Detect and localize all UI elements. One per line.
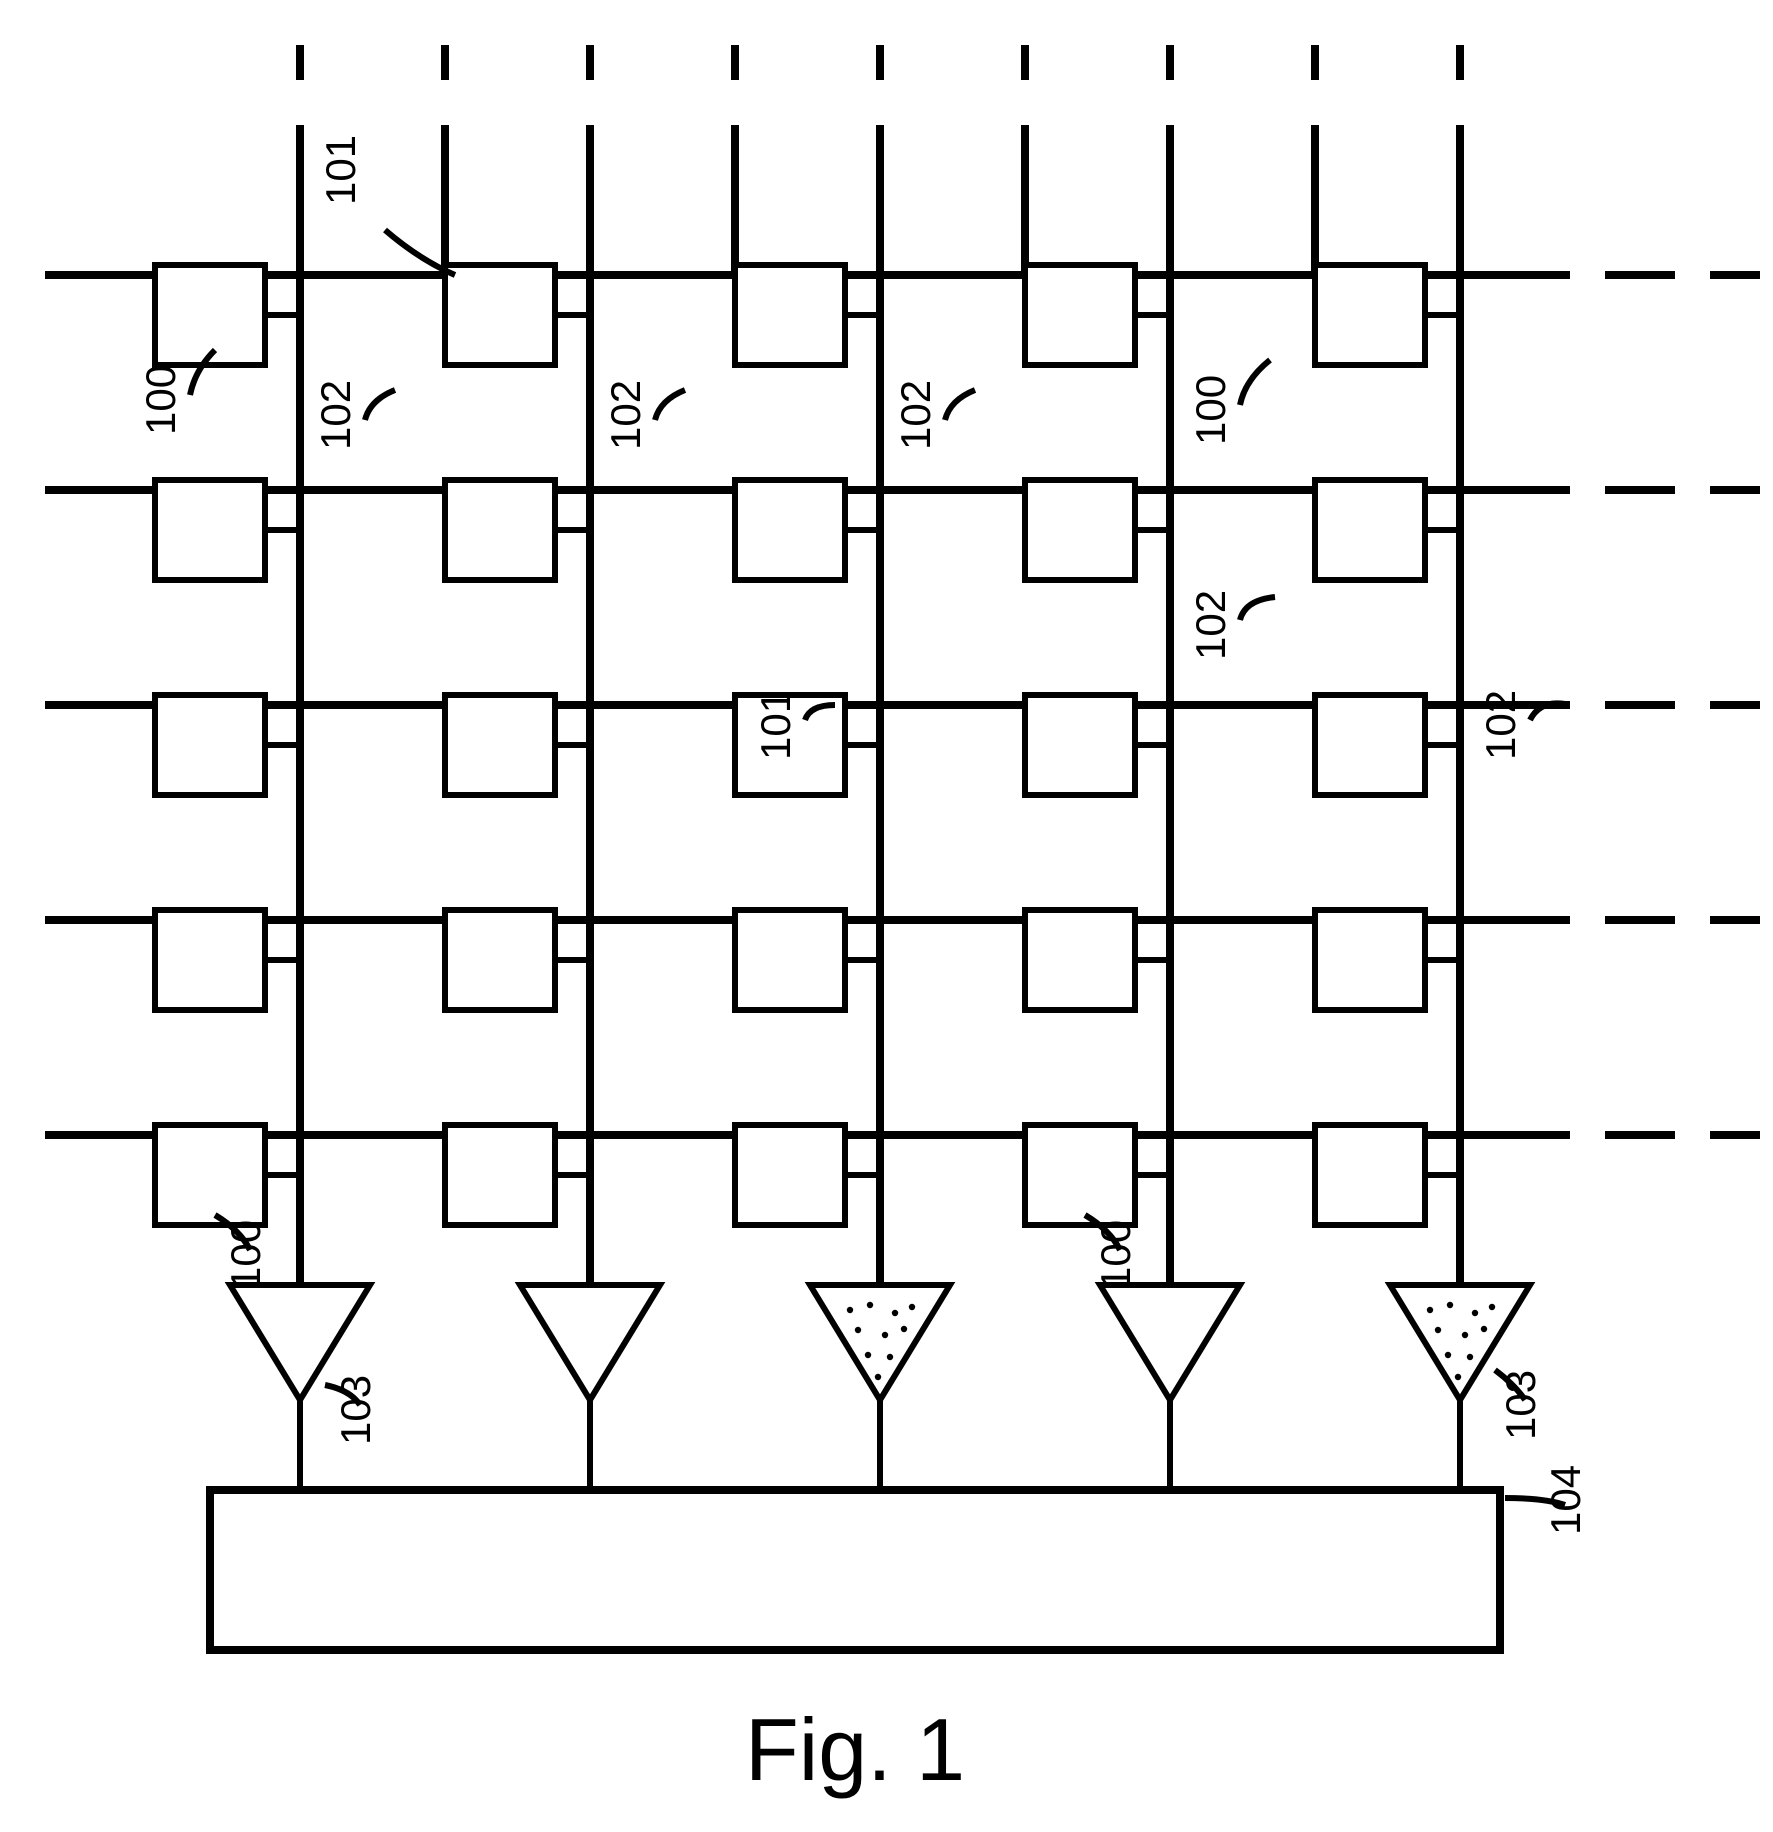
col_102_c4_below: 102 (1187, 590, 1234, 660)
pixel-box (1025, 1125, 1135, 1225)
pixel-box (1025, 265, 1135, 365)
pixel-box (735, 265, 845, 365)
amp_103_left: 103 (332, 1375, 379, 1445)
pixel-box (445, 265, 555, 365)
col_102_c1: 102 (312, 380, 359, 450)
pixel-box (1315, 265, 1425, 365)
pixel-box (155, 1125, 265, 1225)
row_line_101_top: 101 (317, 135, 364, 205)
pixel-box (1025, 695, 1135, 795)
pixel-box (1315, 910, 1425, 1010)
pixel-box (1025, 480, 1135, 580)
multiplexer-box (210, 1490, 1500, 1650)
figure-title: Fig. 1 (745, 1700, 965, 1799)
pixel_100_top_left: 100 (137, 365, 184, 435)
amp_103_right: 103 (1497, 1370, 1544, 1440)
pixel-box (735, 910, 845, 1010)
pixel_100_c4_top: 100 (1187, 375, 1234, 445)
pixel-box (1025, 910, 1135, 1010)
pixel-box (155, 695, 265, 795)
pixel-box (1315, 1125, 1425, 1225)
pixel-box (1315, 695, 1425, 795)
pixel_100_c1_bot: 100 (222, 1220, 269, 1290)
pixel-box (445, 695, 555, 795)
pixel-box (155, 265, 265, 365)
row_101_c3: 101 (752, 690, 799, 760)
mux_104: 104 (1542, 1465, 1589, 1535)
pixel-box (1315, 480, 1425, 580)
pixel-box (155, 910, 265, 1010)
col_102_c5: 102 (1477, 690, 1524, 760)
pixel-box (445, 480, 555, 580)
col_102_c3: 102 (892, 380, 939, 450)
pixel-box (735, 480, 845, 580)
pixel_100_c4_bot: 100 (1092, 1220, 1139, 1290)
pixel-box (445, 910, 555, 1010)
pixel-box (445, 1125, 555, 1225)
col_102_c2: 102 (602, 380, 649, 450)
pixel-box (735, 1125, 845, 1225)
pixel-box (155, 480, 265, 580)
